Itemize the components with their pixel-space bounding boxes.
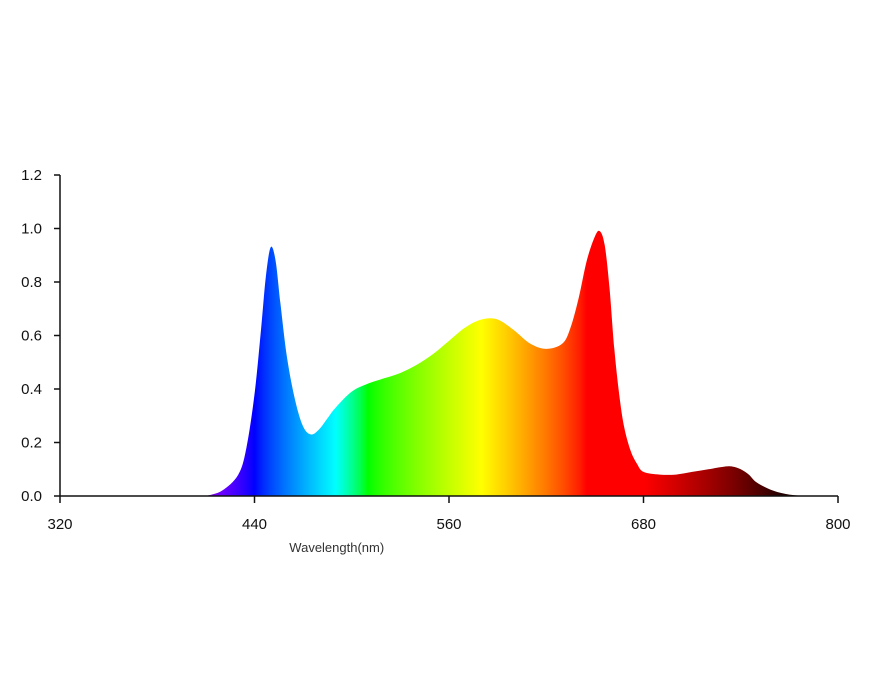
y-tick-label: 1.0 [21, 221, 42, 238]
y-axis-ticks: 0.0 0.2 0.4 0.6 0.8 1.0 1.2 [21, 167, 60, 505]
x-axis-title: Wavelength(nm) [289, 540, 384, 555]
x-tick-label: 440 [242, 516, 267, 533]
spectrum-area [205, 230, 806, 496]
y-tick-label: 0.6 [21, 328, 42, 345]
y-tick-label: 0.0 [21, 488, 42, 505]
y-tick-label: 0.4 [21, 381, 42, 398]
x-tick-label: 800 [825, 516, 850, 533]
x-tick-label: 320 [47, 516, 72, 533]
y-tick-label: 0.2 [21, 435, 42, 452]
x-axis-ticks: 320 440 560 680 800 [47, 496, 851, 533]
x-tick-label: 560 [436, 516, 461, 533]
y-tick-label: 0.8 [21, 274, 42, 291]
x-tick-label: 680 [631, 516, 656, 533]
y-tick-label: 1.2 [21, 167, 42, 184]
